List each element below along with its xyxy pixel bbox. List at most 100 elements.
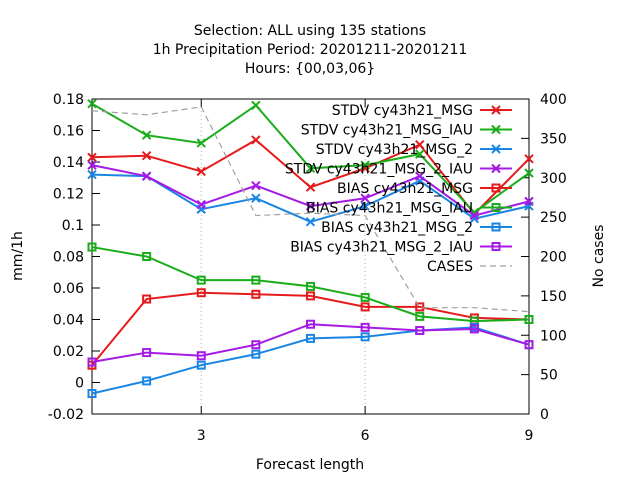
series-stdv-cy43h21-msg-2 bbox=[87, 169, 534, 227]
marker-stroke bbox=[87, 169, 97, 180]
marker-stroke bbox=[491, 144, 501, 154]
y-tick-label: 0.1 bbox=[62, 218, 84, 234]
series-bias-cy43h21-msg bbox=[87, 288, 534, 370]
y-tick-label: 0.06 bbox=[53, 281, 84, 297]
marker-stroke bbox=[141, 150, 152, 161]
marker-stroke bbox=[415, 139, 425, 150]
legend-item-stdv-cy43h21-msg-iau: STDV cy43h21_MSG_IAU bbox=[301, 123, 512, 139]
series-stdv-cy43h21-msg-iau-point bbox=[305, 163, 316, 174]
legend-label: STDV cy43h21_MSG_2_IAU bbox=[285, 162, 473, 178]
y-tick-label: 0.02 bbox=[53, 344, 84, 360]
series-bias-cy43h21-msg-2-point bbox=[360, 332, 370, 342]
series-bias-cy43h21-msg-2-iau-point bbox=[87, 357, 97, 367]
series-bias-cy43h21-msg-iau-point bbox=[306, 281, 315, 291]
marker-stroke bbox=[491, 105, 501, 115]
y2-tick-label: 150 bbox=[540, 289, 567, 305]
legend-label: BIAS cy43h21_MSG bbox=[337, 181, 473, 197]
legend-item-stdv-cy43h21-msg: STDV cy43h21_MSG bbox=[332, 103, 512, 119]
series-stdv-cy43h21-msg-iau-point bbox=[251, 100, 261, 111]
series-bias-cy43h21-msg-2-iau-line bbox=[91, 323, 530, 364]
marker-stroke bbox=[469, 213, 480, 224]
series-stdv-cy43h21-msg-point bbox=[524, 154, 534, 164]
series-bias-cy43h21-msg-2-iau-point bbox=[196, 351, 206, 361]
marker-stroke bbox=[87, 152, 97, 162]
series-stdv-cy43h21-msg-iau-point bbox=[524, 168, 534, 178]
legend-label: BIAS cy43h21_MSG_IAU bbox=[306, 201, 473, 217]
series-stdv-cy43h21-msg-iau bbox=[87, 99, 534, 218]
series-stdv-cy43h21-msg-point bbox=[196, 166, 206, 177]
legend-item-stdv-cy43h21-msg-2-iau: STDV cy43h21_MSG_2_IAU bbox=[285, 162, 512, 178]
marker-stroke bbox=[360, 201, 370, 211]
legend-label: STDV cy43h21_MSG bbox=[332, 103, 473, 119]
series-stdv-cy43h21-msg-2-iau-point bbox=[360, 193, 370, 203]
series-stdv-cy43h21-msg-2-iau-point bbox=[87, 160, 97, 170]
series-stdv-cy43h21-msg-2-iau-point bbox=[141, 171, 152, 181]
y-tick-label: 0 bbox=[75, 376, 84, 392]
legend-item-bias-cy43h21-msg-2-iau: BIAS cy43h21_MSG_2_IAU bbox=[290, 240, 512, 256]
marker-stroke bbox=[141, 171, 152, 181]
marker-stroke bbox=[251, 180, 261, 191]
legend-marker bbox=[491, 242, 501, 251]
marker-stroke bbox=[524, 168, 534, 178]
marker-stroke bbox=[87, 99, 97, 109]
chart-title-line-3: Hours: {00,03,06} bbox=[245, 61, 375, 77]
series-bias-cy43h21-msg-2-iau-point bbox=[415, 326, 425, 336]
marker-stroke bbox=[87, 160, 97, 170]
y2-tick-label: 100 bbox=[540, 328, 567, 344]
series-stdv-cy43h21-msg-point bbox=[87, 152, 97, 162]
marker-stroke bbox=[524, 154, 534, 164]
chart-title: Selection: ALL using 135 stations 1h Pre… bbox=[153, 23, 468, 77]
x-tick-label: 9 bbox=[525, 428, 534, 444]
series-cases-line bbox=[91, 106, 530, 313]
series-bias-cy43h21-msg-2-iau-point bbox=[524, 340, 534, 350]
series-stdv-cy43h21-msg-2-point bbox=[469, 213, 480, 224]
series-stdv-cy43h21-msg-point bbox=[305, 182, 316, 192]
series-stdv-cy43h21-msg-2-iau-point bbox=[469, 210, 480, 221]
y2-tick-label: 0 bbox=[540, 407, 549, 423]
marker-stroke bbox=[415, 149, 425, 159]
marker-stroke bbox=[196, 138, 206, 148]
y2-tick-label: 400 bbox=[540, 92, 567, 108]
marker-stroke bbox=[305, 201, 316, 211]
marker-stroke bbox=[305, 217, 316, 227]
y-tick-label: 0.04 bbox=[53, 313, 84, 329]
legend-label: BIAS cy43h21_MSG_2 bbox=[321, 220, 473, 236]
y-tick-label: -0.02 bbox=[48, 407, 84, 423]
axes: -0.02 0 0.02 0.04 0.06 0.08 0.1 0.12 0.14 0.16 0.1… bbox=[48, 92, 567, 444]
series-bias-cy43h21-msg-2-point bbox=[306, 333, 315, 343]
legend-label: STDV cy43h21_MSG_2 bbox=[316, 142, 473, 158]
series-bias-cy43h21-msg-point bbox=[142, 294, 152, 304]
marker-stroke bbox=[491, 163, 501, 174]
marker-stroke bbox=[251, 135, 261, 145]
marker-stroke bbox=[251, 193, 261, 203]
series-bias-cy43h21-msg-iau-point bbox=[251, 275, 261, 285]
legend-marker bbox=[491, 144, 501, 154]
series-stdv-cy43h21-msg-2-iau-point bbox=[305, 201, 316, 211]
legend-marker bbox=[491, 203, 501, 212]
series-bias-cy43h21-msg-iau bbox=[87, 242, 534, 326]
marker-stroke bbox=[491, 124, 501, 135]
series-bias-cy43h21-msg-iau-point bbox=[415, 311, 425, 321]
y-tick-label: 0.18 bbox=[53, 92, 84, 108]
grid bbox=[200, 99, 366, 414]
series-stdv-cy43h21-msg-2-point bbox=[305, 217, 316, 227]
series-bias-cy43h21-msg-iau-point bbox=[196, 275, 206, 285]
series-bias-cy43h21-msg-2-iau-point bbox=[251, 340, 261, 350]
y-tick-label: 0.08 bbox=[53, 250, 84, 266]
marker-stroke bbox=[305, 182, 316, 192]
series-bias-cy43h21-msg-line bbox=[91, 291, 530, 366]
marker-stroke bbox=[360, 193, 370, 203]
series-stdv-cy43h21-msg-2-point bbox=[87, 169, 97, 180]
y2-axis-label: No cases bbox=[591, 225, 607, 288]
series-stdv-cy43h21-msg-iau-point bbox=[141, 130, 152, 140]
marker-stroke bbox=[251, 100, 261, 111]
series-group bbox=[87, 99, 534, 399]
y-tick-label: 0.12 bbox=[53, 187, 84, 203]
series-bias-cy43h21-msg-point bbox=[360, 302, 370, 312]
series-stdv-cy43h21-msg-2-iau-point bbox=[415, 171, 425, 181]
legend-marker bbox=[491, 124, 501, 135]
marker-stroke bbox=[524, 196, 534, 207]
marker-stroke bbox=[196, 166, 206, 177]
marker-stroke bbox=[141, 130, 152, 140]
series-stdv-cy43h21-msg-iau-point bbox=[415, 149, 425, 159]
